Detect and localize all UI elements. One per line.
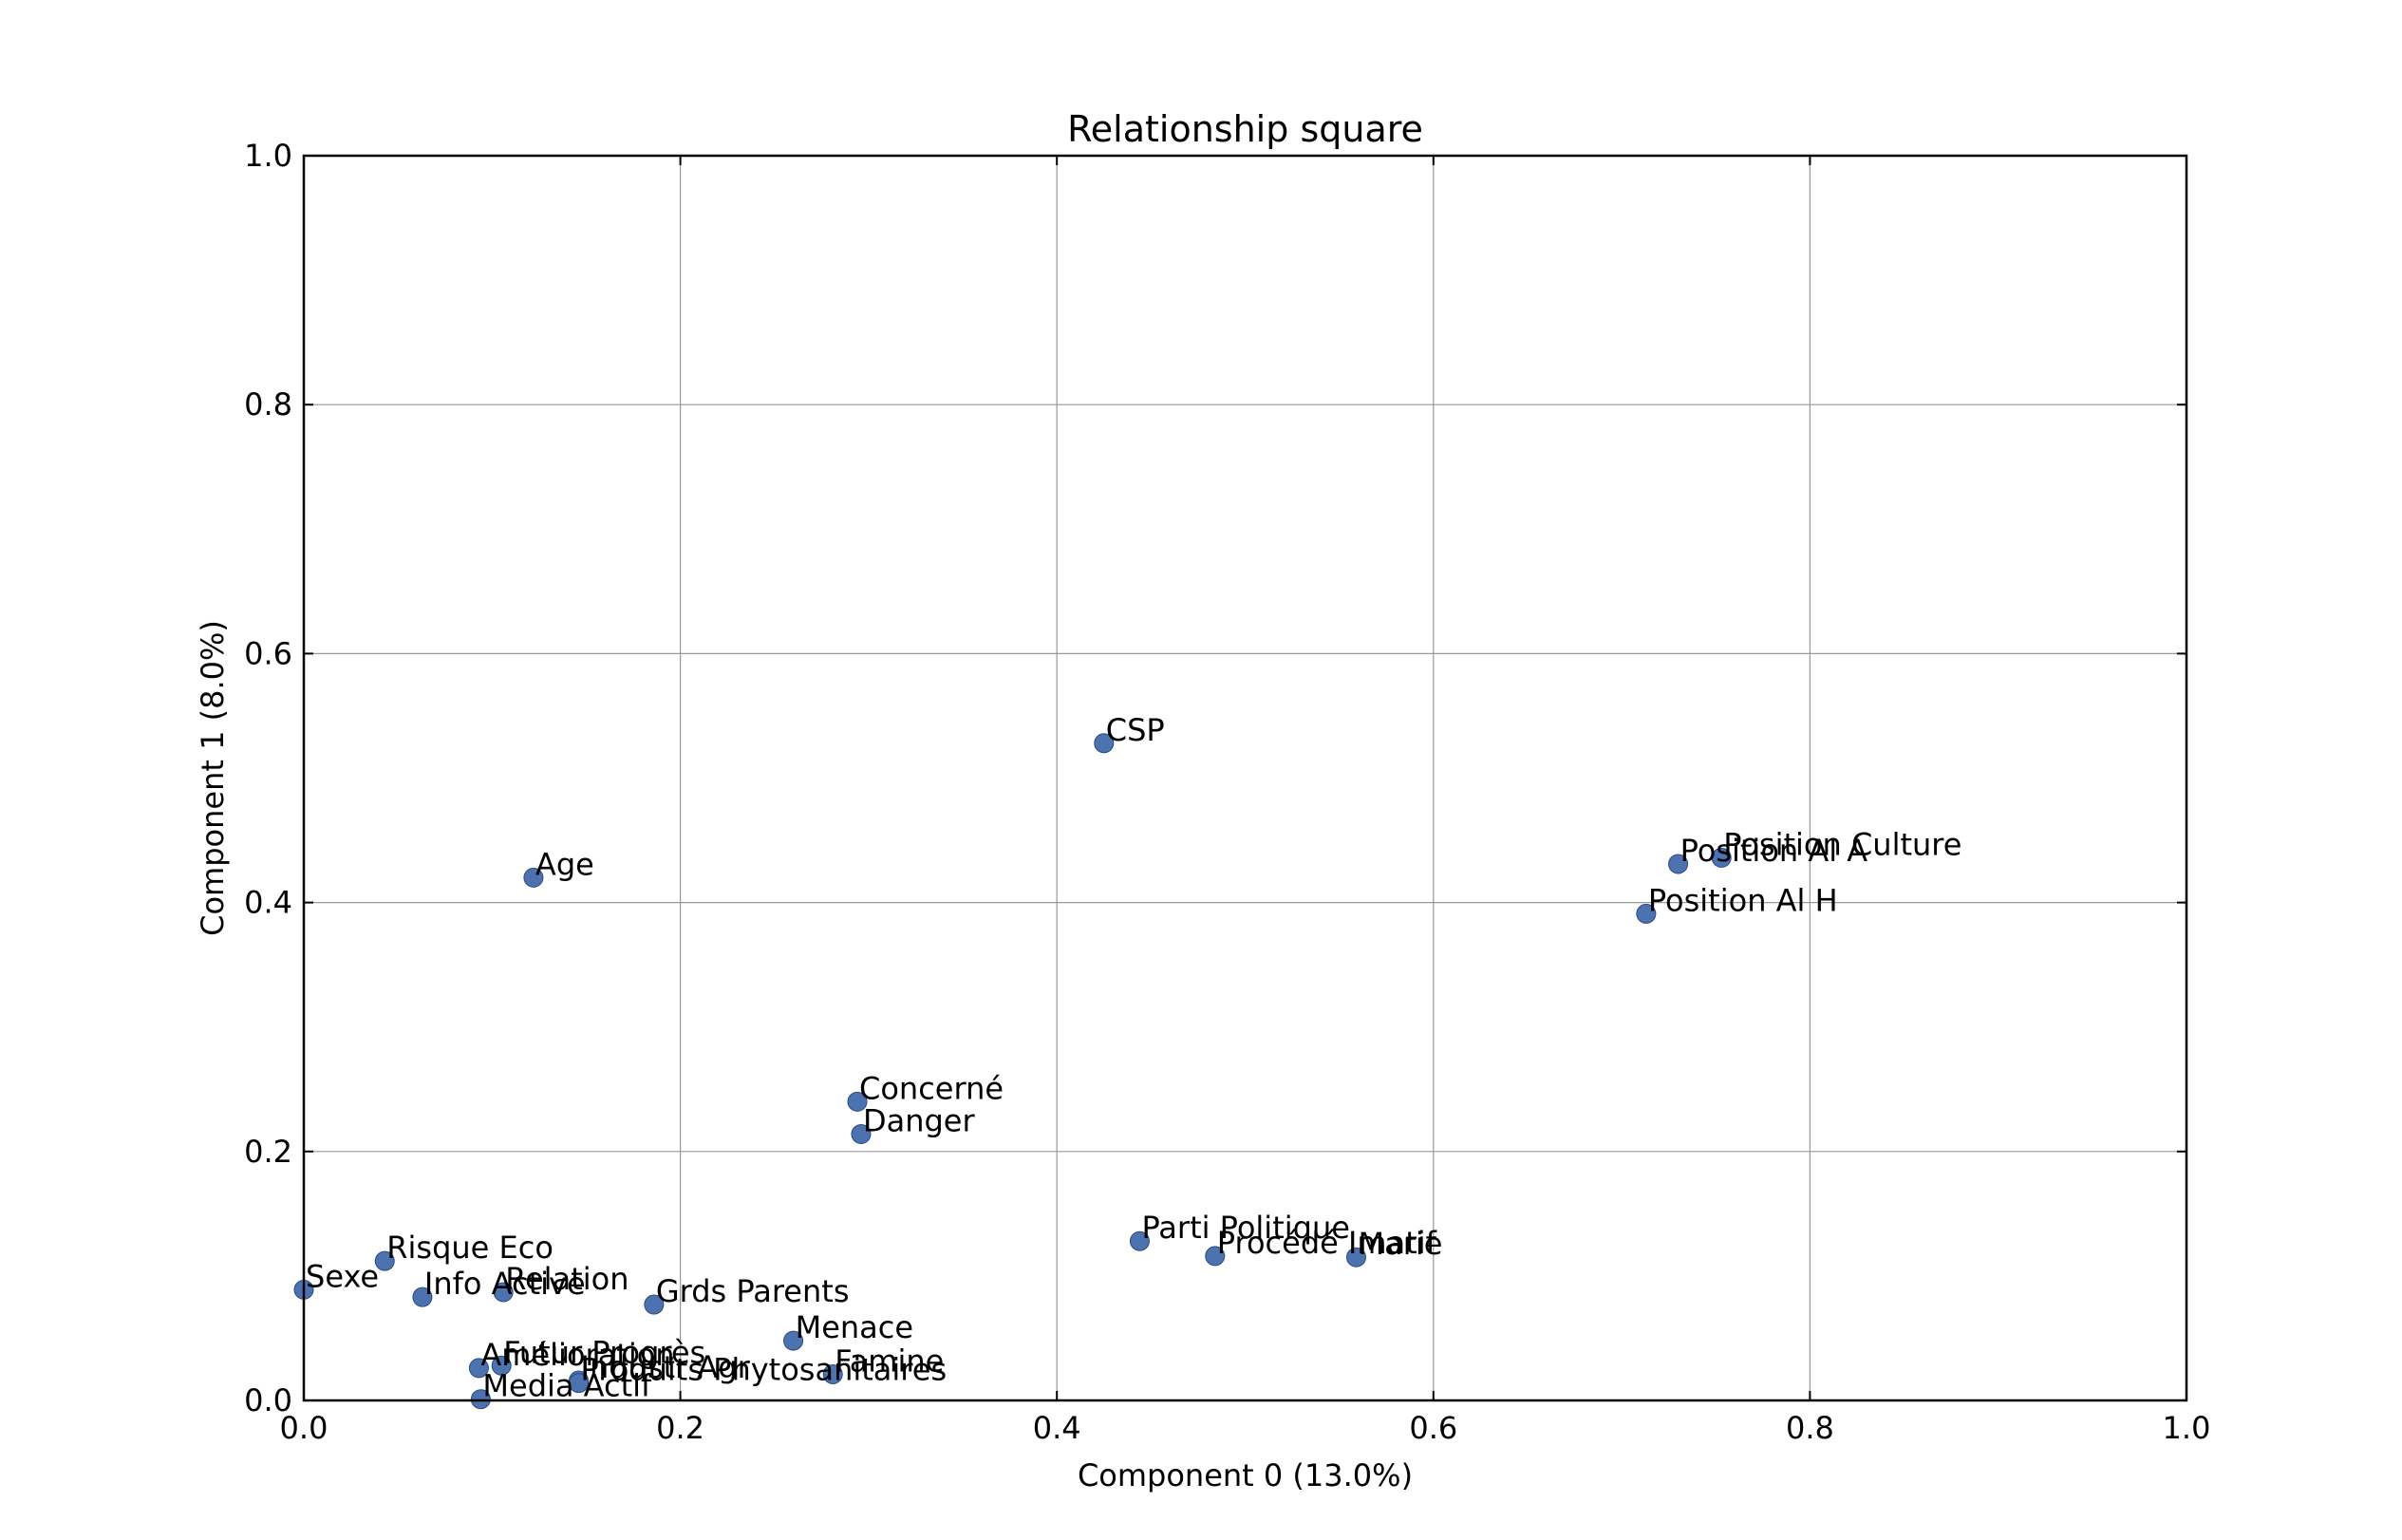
point-label: Futur Progrès: [503, 1334, 705, 1370]
point-label: Marie: [1358, 1226, 1442, 1262]
y-tick-label: 0.0: [244, 1382, 292, 1418]
point-label: Sexe: [306, 1258, 379, 1294]
plot-frame: [302, 154, 2188, 1402]
chart-title: Relationship square: [1067, 108, 1423, 150]
axis-ticks: 0.0 0.2 0.4 0.6 0.8 1.0 0.0 0.2 0.4 0.6 0.8 1.0: [244, 138, 2210, 1446]
point-label: Produits Phytosanitaires: [581, 1352, 948, 1388]
y-tick-label: 0.2: [244, 1134, 292, 1170]
scatter-point: [1636, 903, 1657, 924]
point-label: Grds Parents: [656, 1273, 850, 1309]
scatter-point: [822, 1363, 843, 1384]
scatter-point: [493, 1282, 514, 1303]
point-label: Procédé Imatif: [1217, 1225, 1437, 1261]
point-label: Parti Politique: [1141, 1210, 1349, 1246]
x-axis-label: Component 0 (13.0%): [1078, 1457, 1413, 1493]
point-label: Media Actif: [482, 1368, 652, 1404]
scatter-point: [412, 1286, 433, 1307]
point-label: Risque Eco: [386, 1230, 554, 1266]
scatter-point: [644, 1294, 665, 1315]
scatter-point: [1668, 854, 1689, 874]
y-axis-label: Component 1 (8.0%): [195, 620, 231, 936]
point-label: Famine: [835, 1343, 944, 1379]
scatter-point: [1345, 1247, 1366, 1268]
point-label: Concerné: [859, 1070, 1004, 1106]
y-tick-label: 1.0: [244, 138, 292, 174]
scatter-point: [491, 1355, 512, 1376]
scatter-point: [1711, 847, 1732, 868]
x-tick-label: 0.2: [656, 1410, 704, 1446]
scatter-point: [1129, 1230, 1150, 1251]
point-label: Amélioration: [480, 1337, 674, 1373]
x-tick-label: 1.0: [2163, 1410, 2211, 1446]
scatter-point: [468, 1358, 489, 1379]
y-tick-label: 0.8: [244, 386, 292, 423]
point-label: Danger: [863, 1102, 976, 1138]
point-label: Info Active: [424, 1266, 586, 1302]
x-tick-label: 0.0: [280, 1410, 328, 1446]
scatter-point: [523, 867, 544, 888]
scatter-point: [1094, 733, 1115, 754]
point-label: Industr Agr: [581, 1349, 751, 1385]
point-label: Relation: [505, 1261, 629, 1297]
point-label: Position Al H: [1648, 882, 1838, 918]
scatter-point: [470, 1389, 491, 1410]
point-label: Position Al A: [1680, 833, 1868, 869]
scatter-point: [569, 1373, 590, 1394]
scatter-points: [293, 733, 1732, 1410]
x-tick-label: 0.8: [1786, 1410, 1834, 1446]
y-tick-label: 0.6: [244, 635, 292, 671]
scatter-point: [783, 1330, 804, 1351]
scatter-point: [374, 1250, 395, 1271]
y-tick-label: 0.4: [244, 885, 292, 921]
scatter-point: [847, 1091, 868, 1112]
point-label: Menace: [796, 1309, 913, 1345]
point-label: Age: [535, 846, 594, 882]
point-label: CSP: [1106, 712, 1165, 748]
x-tick-label: 0.4: [1033, 1410, 1081, 1446]
point-label: Position Culture: [1723, 826, 1961, 862]
scatter-point: [1205, 1246, 1226, 1267]
x-tick-label: 0.6: [1409, 1410, 1457, 1446]
scatter-point: [851, 1123, 872, 1144]
